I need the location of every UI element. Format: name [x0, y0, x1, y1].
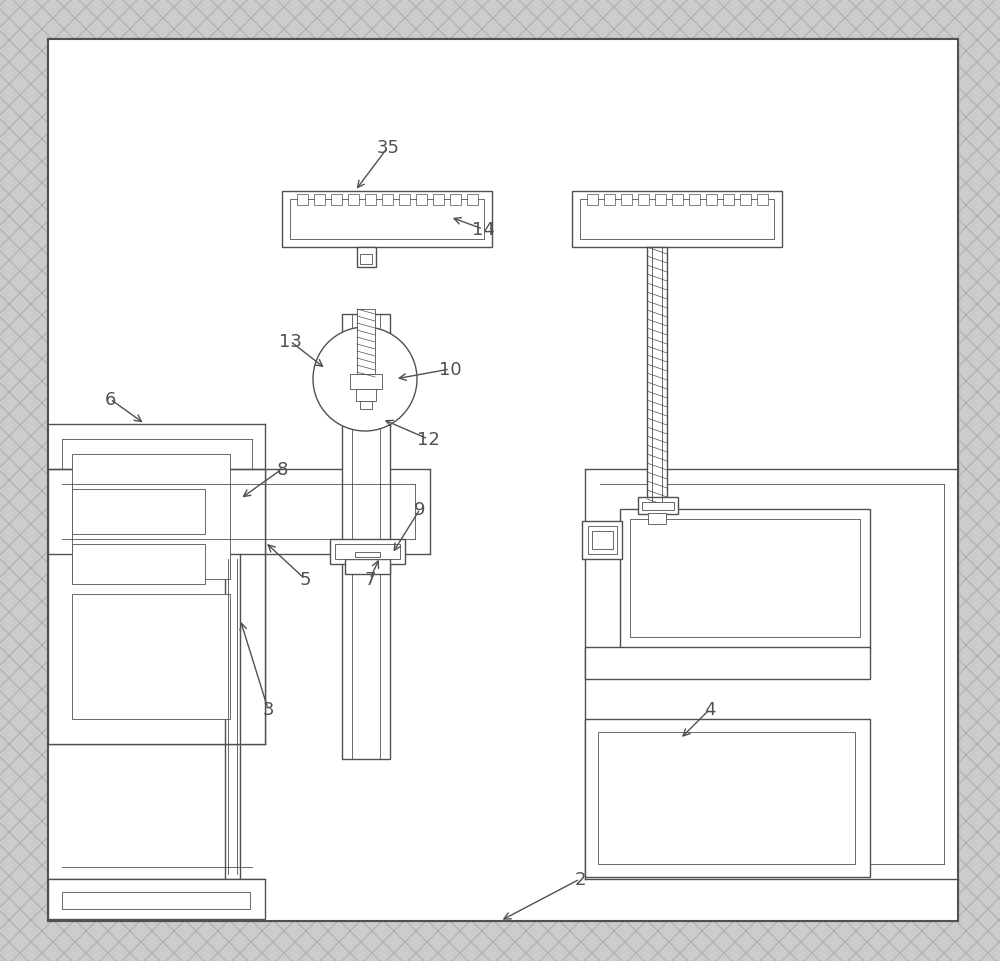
Bar	[648, 513, 666, 525]
Bar	[297, 195, 308, 206]
Bar	[345, 559, 390, 575]
Text: 9: 9	[414, 501, 426, 519]
Bar	[331, 195, 342, 206]
Text: 12: 12	[417, 431, 439, 449]
Bar	[399, 195, 410, 206]
Bar	[290, 200, 484, 239]
Bar	[706, 195, 717, 206]
Bar	[72, 595, 230, 719]
Text: 13: 13	[279, 333, 301, 351]
Bar	[355, 553, 380, 557]
Text: 10: 10	[439, 360, 461, 379]
Text: 4: 4	[704, 701, 716, 718]
Bar	[592, 531, 613, 550]
Bar	[360, 255, 372, 264]
Bar	[689, 195, 700, 206]
Bar	[647, 248, 667, 505]
Bar	[582, 522, 622, 559]
Bar	[630, 520, 860, 637]
Bar	[604, 195, 615, 206]
Bar	[757, 195, 768, 206]
Text: 2: 2	[574, 870, 586, 888]
Bar	[638, 498, 678, 514]
Circle shape	[313, 328, 417, 431]
Bar	[585, 648, 870, 679]
Text: 3: 3	[262, 701, 274, 718]
Bar	[314, 195, 325, 206]
Bar	[382, 195, 393, 206]
Bar	[72, 545, 205, 584]
Text: 35: 35	[377, 138, 400, 157]
Bar	[638, 195, 649, 206]
Bar	[62, 892, 250, 909]
Bar	[467, 195, 478, 206]
Bar	[450, 195, 461, 206]
Bar	[357, 309, 375, 375]
Bar	[580, 200, 774, 239]
Bar	[588, 527, 617, 554]
Bar	[330, 539, 405, 564]
Text: 6: 6	[104, 390, 116, 408]
Bar	[357, 248, 376, 268]
Bar	[360, 402, 372, 409]
Bar	[740, 195, 751, 206]
Bar	[585, 719, 870, 877]
Bar	[350, 375, 382, 389]
Bar	[572, 192, 782, 248]
Bar	[48, 470, 265, 744]
Bar	[642, 503, 674, 510]
Bar	[587, 195, 598, 206]
Bar	[282, 192, 492, 248]
Bar	[672, 195, 683, 206]
Bar	[48, 879, 265, 919]
Bar	[621, 195, 632, 206]
Text: 5: 5	[299, 571, 311, 588]
Text: 7: 7	[364, 571, 376, 588]
Bar	[72, 455, 230, 579]
Bar	[598, 732, 855, 864]
Text: 8: 8	[276, 460, 288, 479]
Bar	[72, 489, 205, 534]
Bar	[723, 195, 734, 206]
Bar	[416, 195, 427, 206]
Bar	[342, 314, 390, 759]
Bar	[348, 195, 359, 206]
Bar	[335, 545, 400, 559]
Text: 14: 14	[472, 221, 494, 238]
Bar	[356, 389, 376, 402]
Bar	[365, 195, 376, 206]
Bar	[655, 195, 666, 206]
Bar	[620, 509, 870, 650]
Bar	[433, 195, 444, 206]
